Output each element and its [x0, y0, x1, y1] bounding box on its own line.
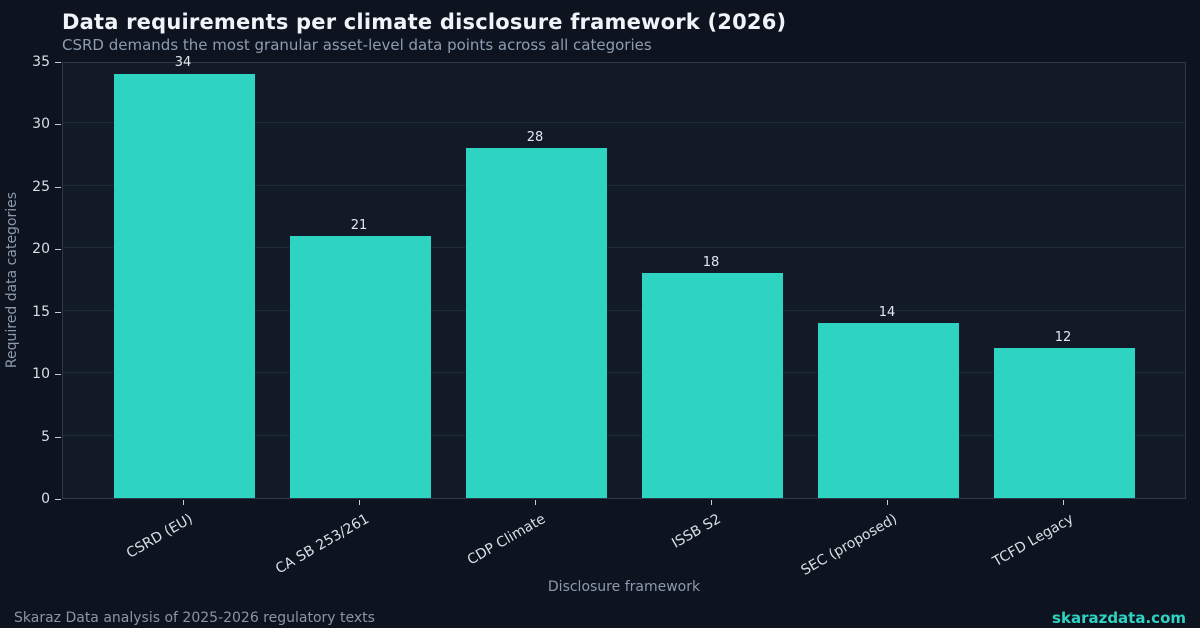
- x-tick-label: TCFD Legacy: [989, 511, 1076, 571]
- gridline-y-15: [63, 309, 1185, 311]
- bar-value-label: 28: [526, 130, 544, 146]
- bar-value-label: 12: [1054, 330, 1072, 346]
- y-tick-mark: [55, 374, 61, 376]
- y-tick-mark: [55, 249, 61, 251]
- bar-issb-s2: [641, 273, 783, 498]
- x-tick-mark: [1063, 500, 1064, 505]
- y-tick-mark: [55, 62, 61, 63]
- y-tick-label: 35: [32, 54, 50, 70]
- y-tick-label: 5: [41, 428, 50, 445]
- chart-subtitle: CSRD demands the most granular asset-lev…: [62, 36, 652, 54]
- footer-brand-link[interactable]: skarazdata.com: [1052, 609, 1186, 627]
- gridline-y-20: [63, 247, 1185, 249]
- x-tick-mark: [183, 500, 184, 505]
- y-tick-label: 25: [32, 178, 50, 195]
- x-tick-mark: [359, 500, 360, 505]
- y-tick-mark: [55, 499, 61, 500]
- x-tick-label: CDP Climate: [464, 511, 548, 569]
- y-tick-mark: [55, 186, 61, 188]
- y-tick-label: 15: [32, 303, 50, 320]
- x-axis-title: Disclosure framework: [547, 579, 701, 595]
- x-tick-mark: [535, 500, 536, 505]
- bar-value-label: 18: [702, 255, 720, 271]
- bar-tcfd-legacy: [993, 348, 1135, 498]
- gridline-y-25: [63, 184, 1185, 186]
- x-tick-mark: [711, 500, 712, 505]
- x-tick-label: ISSB S2: [669, 511, 724, 552]
- chart-title: Data requirements per climate disclosure…: [62, 10, 787, 34]
- gridline-y-30: [63, 122, 1185, 124]
- x-tick-label: CSRD (EU): [124, 511, 196, 562]
- y-tick-label: 0: [41, 491, 50, 507]
- x-tick-label: CA SB 253/261: [273, 511, 372, 578]
- bar-value-label: 14: [878, 305, 896, 321]
- y-tick-mark: [55, 436, 61, 438]
- footer-source-note: Skaraz Data analysis of 2025-2026 regula…: [14, 610, 375, 626]
- bar-value-label: 21: [350, 217, 368, 233]
- bar-cdp-climate: [465, 148, 607, 498]
- x-tick-mark: [887, 500, 888, 505]
- y-tick-label: 30: [32, 116, 50, 133]
- y-tick-label: 20: [32, 241, 50, 258]
- bar-csrd-eu: [113, 73, 255, 498]
- bar-ca-sb-253-261: [289, 235, 431, 498]
- y-axis-title: Required data categories: [4, 191, 20, 369]
- gridline-y-5: [63, 434, 1185, 436]
- plot-area: [62, 62, 1186, 499]
- y-tick-mark: [55, 124, 61, 126]
- y-tick-mark: [55, 311, 61, 313]
- y-tick-label: 10: [32, 366, 50, 383]
- bar-value-label: 34: [174, 55, 192, 71]
- bar-sec-proposed: [817, 323, 959, 498]
- gridline-y-10: [63, 372, 1185, 374]
- x-tick-label: SEC (proposed): [798, 511, 900, 579]
